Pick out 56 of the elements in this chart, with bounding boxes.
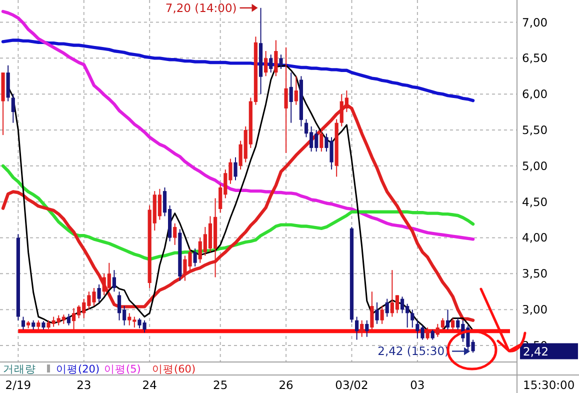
candlestick bbox=[269, 54, 273, 74]
candlestick bbox=[21, 316, 26, 330]
candlestick bbox=[370, 291, 374, 330]
x-tick-label: 23 bbox=[76, 378, 92, 392]
candlestick bbox=[365, 320, 369, 338]
candlestick bbox=[294, 76, 298, 106]
x-tick-label: 2/19 bbox=[5, 378, 32, 392]
y-tick-label: 6,00 bbox=[522, 87, 548, 102]
candlestick bbox=[354, 316, 359, 340]
x-tick-label: 24 bbox=[142, 378, 157, 392]
candlestick bbox=[385, 298, 389, 318]
candlestick bbox=[360, 320, 364, 338]
y-tick-label: 4,50 bbox=[522, 194, 548, 209]
candlestick bbox=[193, 248, 197, 267]
candlestick bbox=[446, 309, 450, 330]
candlestick bbox=[284, 46, 288, 154]
candlestick bbox=[451, 318, 455, 332]
text: 이평(20) bbox=[56, 364, 100, 376]
candlestick bbox=[66, 313, 71, 326]
candlestick bbox=[440, 318, 445, 330]
candlestick bbox=[11, 94, 15, 124]
x-tick-label: 26 bbox=[278, 378, 294, 392]
candlestick bbox=[426, 327, 430, 340]
line-series bbox=[1, 38, 475, 102]
y-tick-label: 7,00 bbox=[522, 15, 548, 30]
text: 거래량 bbox=[3, 364, 36, 376]
candlestick bbox=[410, 309, 414, 328]
annotation: 7,20 (14:00) bbox=[165, 0, 237, 15]
y-tick-label: 5,50 bbox=[522, 123, 548, 138]
candlestick bbox=[264, 50, 268, 77]
candlestick bbox=[320, 130, 324, 152]
y-tick-label: 4,00 bbox=[522, 230, 548, 245]
candlestick bbox=[36, 320, 40, 330]
candlestick bbox=[375, 302, 379, 324]
candlestick bbox=[274, 40, 278, 77]
y-tick-label: 5,00 bbox=[522, 158, 548, 173]
x-tick-label: 03 bbox=[410, 378, 425, 392]
candlestick bbox=[32, 320, 36, 330]
candlestick bbox=[112, 270, 116, 292]
candlestick bbox=[430, 329, 434, 340]
x-tick-label: 25 bbox=[213, 378, 228, 392]
candlestick bbox=[436, 323, 440, 338]
candlestick bbox=[234, 156, 238, 181]
candlestick bbox=[279, 54, 283, 70]
candlestick bbox=[97, 284, 101, 303]
y-tick-label: 6,50 bbox=[522, 51, 548, 66]
y-tick-label: 3,00 bbox=[522, 302, 548, 317]
x-tick-label: 03/02 bbox=[335, 378, 368, 392]
candlestick bbox=[289, 72, 293, 124]
text: 이평(5) bbox=[104, 364, 141, 376]
candlestick bbox=[380, 305, 384, 324]
candlestick bbox=[173, 222, 177, 246]
text: 15:30:00 bbox=[523, 378, 575, 392]
text: 2,42 bbox=[523, 344, 549, 359]
y-tick-label: 3,50 bbox=[522, 266, 548, 281]
text: 이평(60) bbox=[152, 364, 196, 376]
